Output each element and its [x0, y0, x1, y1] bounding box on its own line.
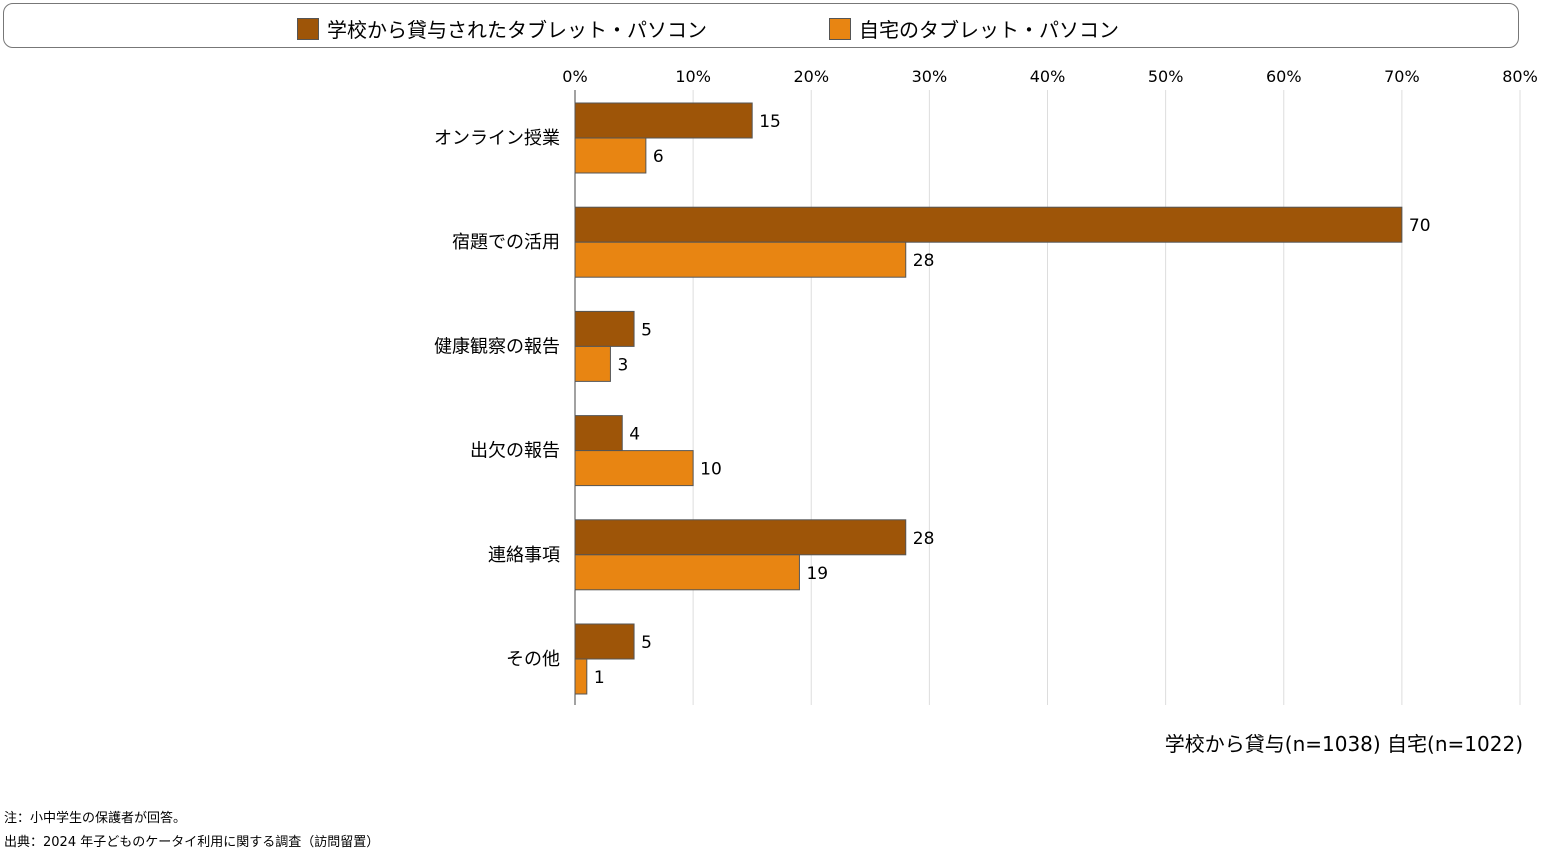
footnote: 注：小中学生の保護者が回答。 — [4, 811, 187, 826]
data-label: 4 — [629, 425, 640, 445]
x-tick-label: 70% — [1384, 67, 1420, 86]
data-label: 5 — [641, 320, 652, 340]
source-note: 出典：2024 年子どものケータイ利用に関する調査（訪問留置） — [4, 835, 380, 850]
x-tick-label: 30% — [912, 67, 948, 86]
data-label: 1 — [594, 668, 605, 688]
bar — [574, 623, 635, 660]
bar — [574, 519, 907, 556]
category-label: 出欠の報告 — [470, 441, 560, 462]
bar — [574, 415, 623, 452]
x-tick-label: 0% — [562, 67, 587, 86]
data-label: 10 — [700, 460, 722, 480]
bar — [574, 310, 635, 347]
data-label: 6 — [653, 147, 664, 167]
category-label: 宿題での活用 — [452, 232, 560, 253]
legend-item-home: 自宅のタブレット・パソコン — [829, 14, 1119, 43]
category-label: オンライン授業 — [434, 128, 560, 149]
bar — [574, 102, 753, 139]
legend-swatch — [829, 17, 851, 40]
category-label: その他 — [506, 649, 560, 670]
x-tick-label: 10% — [675, 67, 711, 86]
legend-swatch — [297, 17, 319, 40]
data-label: 15 — [759, 112, 781, 132]
data-label: 28 — [913, 529, 935, 549]
category-label: 連絡事項 — [488, 545, 560, 566]
x-tick-label: 60% — [1266, 67, 1302, 86]
x-tick-label: 40% — [1030, 67, 1066, 86]
data-label: 28 — [913, 251, 935, 271]
bar — [574, 658, 588, 695]
bar — [574, 345, 611, 382]
legend-label: 学校から貸与されたタブレット・パソコン — [327, 18, 707, 42]
data-label: 70 — [1409, 216, 1431, 236]
x-tick-label: 50% — [1148, 67, 1184, 86]
bar — [574, 206, 1403, 243]
sample-size-note: 学校から貸与(n=1038) 自宅(n=1022) — [1164, 732, 1523, 756]
legend: 学校から貸与されたタブレット・パソコン 自宅のタブレット・パソコン — [3, 3, 1519, 48]
x-tick-label: 80% — [1502, 67, 1538, 86]
x-tick-label: 20% — [793, 67, 829, 86]
category-label: 健康観察の報告 — [434, 336, 560, 357]
bar — [574, 450, 694, 487]
legend-label: 自宅のタブレット・パソコン — [859, 18, 1119, 42]
data-label: 19 — [806, 564, 828, 584]
legend-item-school: 学校から貸与されたタブレット・パソコン — [297, 14, 707, 43]
bar — [574, 137, 647, 174]
bar — [574, 554, 800, 591]
data-label: 5 — [641, 633, 652, 653]
bar-chart: 0% 10% 20% 30% 40% 50% 60% 70% 80%オンライン授業156宿題での… — [434, 67, 1538, 705]
bar — [574, 241, 907, 278]
data-label: 3 — [617, 355, 628, 375]
